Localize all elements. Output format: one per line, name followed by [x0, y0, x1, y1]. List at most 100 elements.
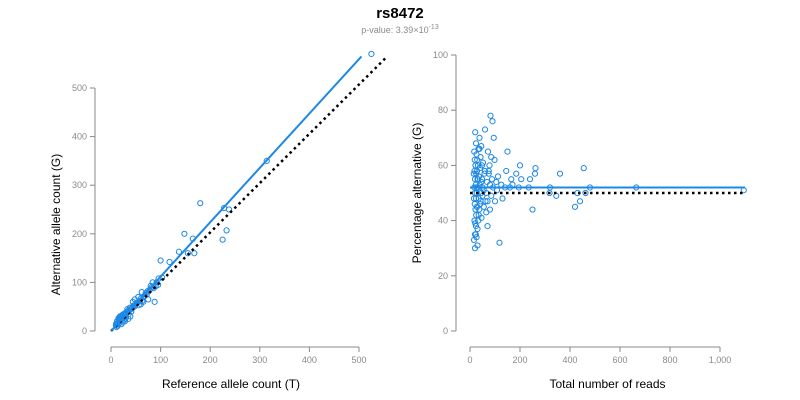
right-data-point	[481, 170, 488, 177]
left-x-tick-label: 400	[302, 355, 317, 365]
right-data-point	[472, 140, 480, 147]
right-data-point	[479, 159, 487, 166]
p-value-text: p-value: 3.39×10	[361, 25, 429, 35]
left-data-point	[184, 250, 191, 257]
right-x-tick-label: 1,000	[709, 355, 732, 365]
right-y-tick-label: 60	[438, 160, 448, 170]
right-data-point	[472, 162, 479, 169]
right-data-point	[476, 145, 483, 152]
right-data-point	[513, 170, 520, 177]
left-reference-line	[110, 56, 388, 332]
left-y-axis-label: Alternative allele count (G)	[49, 154, 63, 295]
right-x-tick-label: 0	[467, 355, 472, 365]
right-data-point	[518, 176, 525, 183]
left-data-point	[181, 230, 188, 237]
right-y-axis-label: Percentage alternative (G)	[410, 123, 424, 264]
left-x-axis-label: Reference allele count (T)	[162, 377, 300, 391]
right-data-point	[531, 170, 539, 177]
right-data-point	[491, 198, 499, 205]
right-data-point	[478, 178, 485, 186]
p-value-exponent: -13	[428, 24, 439, 31]
right-data-point	[576, 198, 584, 205]
right-data-point	[484, 223, 491, 230]
right-data-point	[529, 206, 536, 213]
right-data-point	[488, 176, 496, 183]
right-data-point	[476, 134, 483, 141]
right-data-point	[487, 112, 494, 119]
chart-title: rs8472	[376, 5, 424, 22]
left-data-point	[145, 296, 152, 303]
left-data-point	[151, 298, 158, 305]
right-data-point	[516, 162, 524, 169]
right-data-point	[494, 173, 502, 180]
right-x-tick-label: 400	[562, 355, 577, 365]
right-data-point	[488, 192, 495, 199]
right-y-tick-label: 0	[443, 326, 448, 336]
right-data-point	[582, 189, 589, 197]
right-data-point	[481, 167, 489, 175]
left-data-point	[219, 236, 226, 243]
right-data-point	[471, 231, 479, 238]
right-data-point	[485, 167, 492, 175]
right-data-point	[470, 170, 477, 177]
right-data-point	[571, 203, 579, 210]
left-data-point	[368, 50, 375, 58]
right-x-tick-label: 600	[612, 355, 627, 365]
chart-subtitle: p-value: 3.39×10-13	[0, 24, 800, 35]
right-data-point	[483, 209, 490, 216]
left-y-tick-label: 300	[72, 180, 87, 190]
right-data-point	[503, 167, 510, 175]
right-data-point	[486, 162, 493, 169]
left-data-point	[197, 200, 204, 207]
right-data-point	[484, 198, 491, 205]
left-y-tick-label: 400	[72, 132, 87, 142]
right-data-point	[508, 176, 515, 183]
right-data-point	[499, 195, 506, 202]
right-data-point	[471, 217, 478, 224]
right-data-point	[472, 129, 479, 136]
right-data-point	[532, 165, 539, 172]
right-x-axis-label: Total number of reads	[549, 377, 665, 391]
left-data-point	[263, 157, 270, 164]
left-y-tick-label: 0	[82, 326, 87, 336]
left-data-point	[155, 275, 162, 282]
right-data-point	[488, 154, 495, 161]
right-data-point	[481, 126, 489, 133]
right-data-point	[472, 220, 479, 227]
left-y-tick-label: 200	[72, 229, 87, 239]
left-y-tick-label: 100	[72, 277, 87, 287]
left-data-point	[225, 206, 233, 213]
right-data-point	[496, 239, 503, 246]
right-data-point	[477, 198, 484, 205]
right-data-point	[504, 148, 511, 155]
right-x-tick-label: 800	[662, 355, 677, 365]
right-y-tick-label: 40	[438, 216, 448, 226]
right-y-tick-label: 20	[438, 271, 448, 281]
left-x-tick-label: 100	[153, 355, 168, 365]
left-data-point	[157, 257, 164, 264]
left-x-tick-label: 0	[108, 355, 113, 365]
right-data-point	[484, 148, 492, 155]
right-data-point	[493, 178, 500, 186]
left-x-tick-label: 200	[203, 355, 218, 365]
left-data-point	[191, 250, 198, 257]
left-data-point	[166, 258, 173, 266]
right-y-tick-label: 100	[433, 50, 448, 60]
right-data-point	[489, 118, 496, 125]
right-data-point	[478, 162, 486, 169]
right-y-tick-label: 80	[438, 105, 448, 115]
right-data-point	[470, 195, 478, 202]
right-data-point	[526, 176, 534, 183]
right-data-point	[471, 148, 478, 155]
right-data-point	[556, 170, 564, 177]
right-data-point	[490, 134, 497, 141]
left-x-tick-label: 300	[252, 355, 267, 365]
left-y-tick-label: 500	[72, 83, 87, 93]
left-data-point	[175, 248, 183, 255]
right-data-point	[580, 165, 587, 172]
left-fit-line	[110, 55, 363, 332]
right-data-point	[475, 211, 482, 219]
